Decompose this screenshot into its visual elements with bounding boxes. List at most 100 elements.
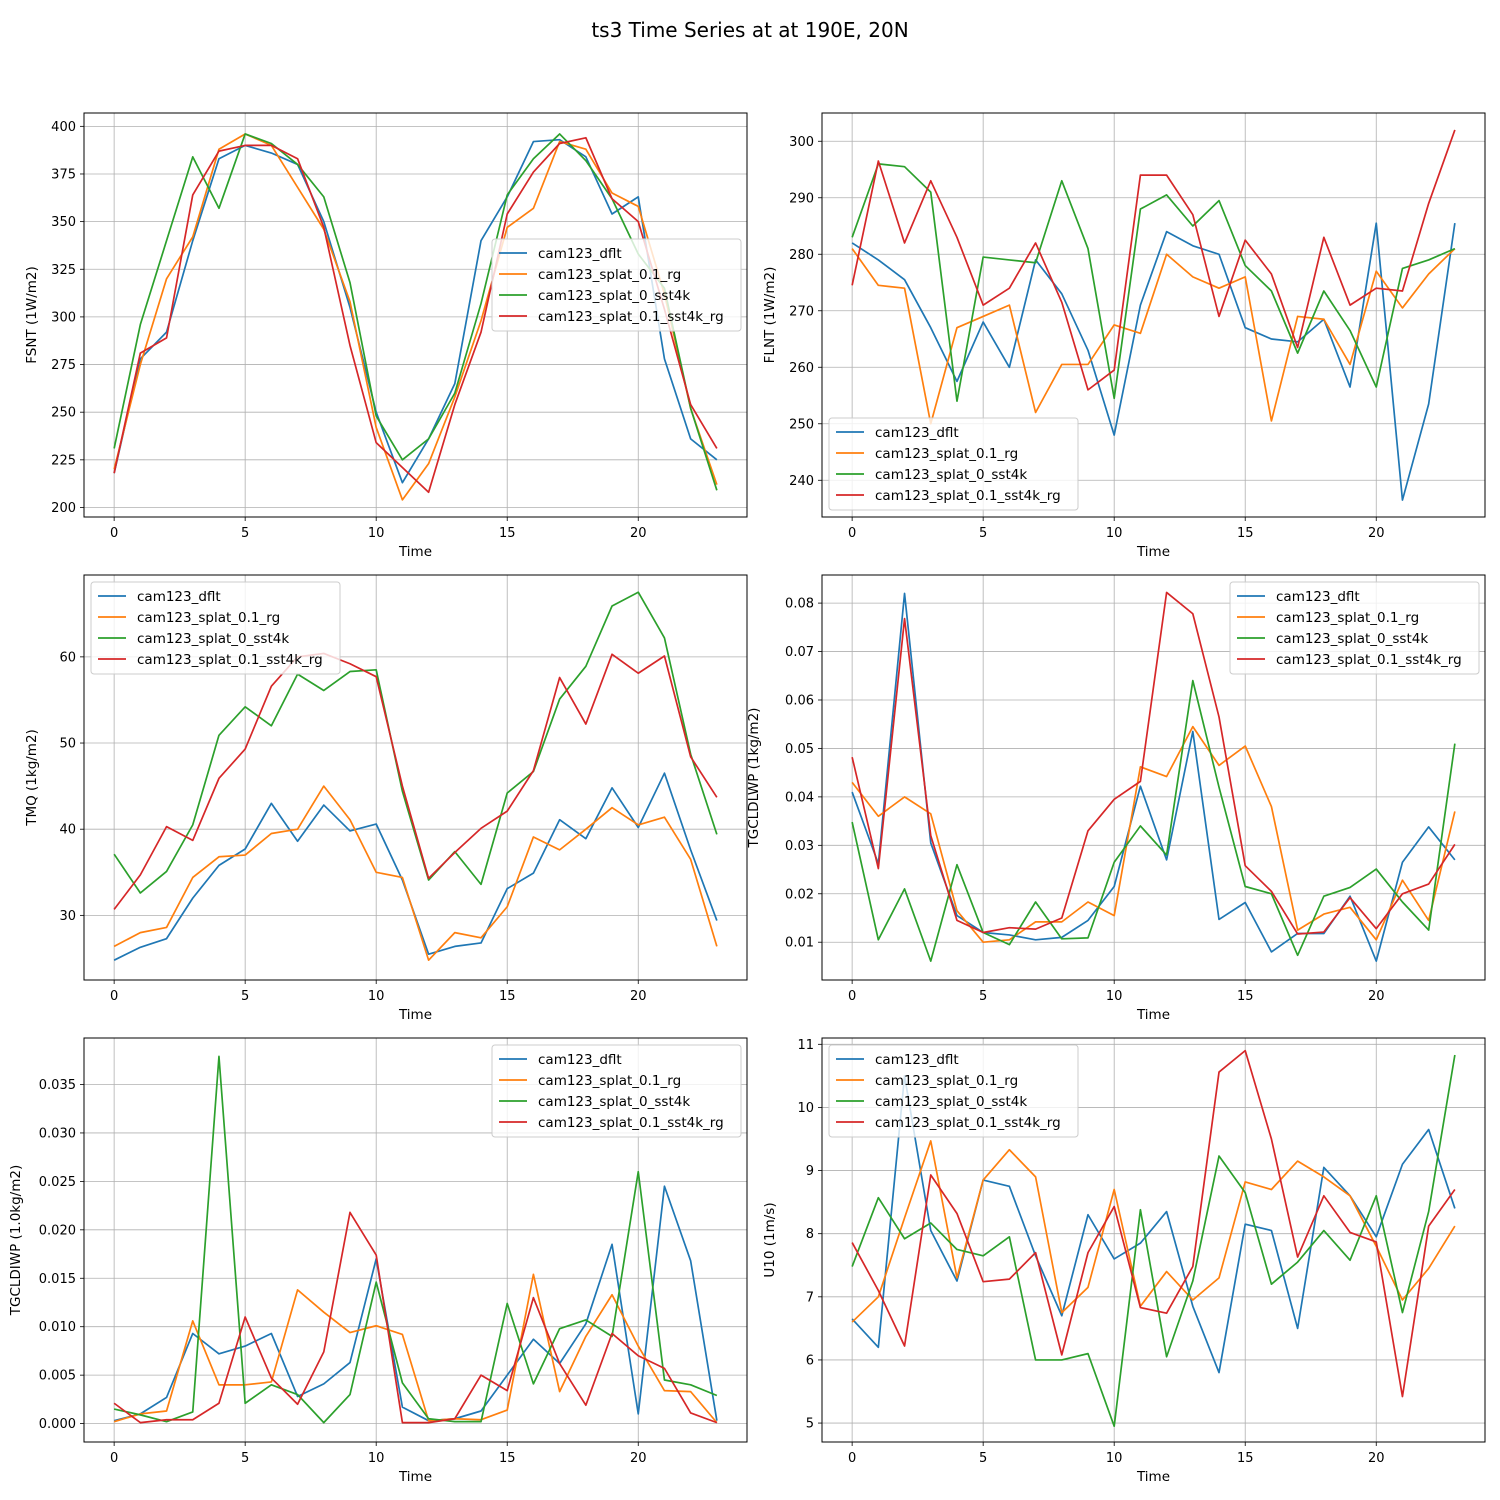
- legend: cam123_dflt cam123_splat_0.1_rg cam123_spl…: [828, 1044, 1079, 1138]
- y-tick-label: 0.035: [39, 1078, 76, 1093]
- x-tick-label: 20: [630, 526, 647, 541]
- x-axis-label: Time: [398, 544, 432, 560]
- legend-entry-label: cam123_splat_0_sst4k: [875, 1094, 1027, 1110]
- series-line-cam123_splat_0_sst4k: [851, 679, 1456, 962]
- x-tick-label: 20: [630, 989, 647, 1004]
- legend-entry-label: cam123_dflt: [1276, 589, 1360, 605]
- subplot-5: 0 5 10 15 20 0.000 0.005 0.010 0.015 0.020 0.025 0.…: [8, 1037, 748, 1485]
- y-tick-label: 350: [51, 215, 76, 230]
- legend-entry-label: cam123_splat_0.1_sst4k_rg: [538, 1115, 724, 1131]
- series-line-cam123_splat_0_sst4k: [851, 163, 1456, 403]
- y-tick-label: 0.08: [785, 597, 814, 612]
- legend-box: [90, 581, 341, 675]
- y-tick-label: 0.030: [39, 1126, 76, 1141]
- x-tick-label: 0: [110, 526, 118, 541]
- x-tick-label: 10: [368, 526, 385, 541]
- legend: cam123_dflt cam123_splat_0.1_rg cam123_spl…: [828, 417, 1079, 511]
- series-line-cam123_splat_0.1_sst4k_rg: [851, 591, 1456, 935]
- axes-frame: [821, 574, 1486, 981]
- x-tick-label: 0: [848, 989, 856, 1004]
- x-tick-label: 20: [1368, 1451, 1385, 1466]
- y-tick-label: 375: [51, 167, 76, 182]
- legend: cam123_dflt cam123_splat_0.1_rg cam123_spl…: [90, 581, 341, 675]
- legend-entry-label: cam123_dflt: [875, 425, 959, 441]
- series-line-cam123_splat_0.1_rg: [113, 133, 718, 501]
- subplot-6: 0 5 10 15 20 5 6 7 8 9 10 11 Time U10 (1m/s) cam123_df…: [762, 1037, 1486, 1485]
- y-axis-label: TMQ (1kg/m2): [24, 729, 40, 827]
- series-line-cam123_splat_0.1_sst4k_rg: [113, 652, 718, 910]
- y-tick-label: 0.025: [39, 1175, 76, 1190]
- x-tick-label: 15: [1237, 989, 1254, 1004]
- x-tick-label: 15: [1237, 1451, 1254, 1466]
- legend: cam123_dflt cam123_splat_0.1_rg cam123_spl…: [1229, 581, 1480, 675]
- x-tick-label: 15: [499, 1451, 516, 1466]
- axes-frame: [83, 112, 748, 518]
- x-tick-label: 15: [499, 989, 516, 1004]
- y-tick-label: 0.000: [39, 1417, 76, 1432]
- x-tick-label: 10: [368, 989, 385, 1004]
- y-tick-label: 9: [806, 1164, 814, 1179]
- y-tick-label: 0.01: [785, 936, 814, 951]
- y-tick-label: 0.02: [785, 887, 814, 902]
- axes-frame: [821, 112, 1486, 518]
- y-tick-label: 0.03: [785, 839, 814, 854]
- axes-frame: [821, 1037, 1486, 1443]
- y-axis-label: U10 (1m/s): [762, 1202, 778, 1277]
- y-axis-label: FSNT (1W/m2): [24, 266, 40, 364]
- x-axis-label: Time: [1136, 544, 1170, 560]
- y-tick-label: 0.020: [39, 1223, 76, 1238]
- series-line-cam123_splat_0_sst4k: [113, 1055, 718, 1424]
- series-line-cam123_splat_0_sst4k: [113, 133, 718, 491]
- y-tick-label: 290: [789, 191, 814, 206]
- y-tick-label: 0.015: [39, 1272, 76, 1287]
- y-tick-label: 11: [797, 1038, 814, 1053]
- legend-entry-label: cam123_splat_0_sst4k: [1276, 631, 1428, 647]
- y-tick-label: 8: [806, 1227, 814, 1242]
- y-tick-label: 50: [59, 737, 76, 752]
- x-tick-label: 5: [241, 989, 249, 1004]
- x-axis-label: Time: [1136, 1007, 1170, 1023]
- x-tick-label: 0: [110, 1451, 118, 1466]
- y-tick-label: 60: [59, 650, 76, 665]
- legend-entry-label: cam123_dflt: [538, 246, 622, 262]
- y-tick-label: 250: [51, 406, 76, 421]
- legend-entry-label: cam123_dflt: [875, 1052, 959, 1068]
- x-tick-label: 0: [848, 526, 856, 541]
- series-line-cam123_splat_0.1_rg: [851, 1140, 1456, 1323]
- legend-entry-label: cam123_splat_0_sst4k: [137, 631, 289, 647]
- y-tick-label: 0.010: [39, 1320, 76, 1335]
- legend-entry-label: cam123_splat_0.1_rg: [137, 610, 280, 626]
- y-tick-label: 325: [51, 263, 76, 278]
- subplot-3: 0 5 10 15 20 30 40 50 60 Time TMQ (1kg/m2) cam123_d…: [24, 574, 748, 1023]
- legend-box: [828, 417, 1079, 511]
- y-tick-label: 0.005: [39, 1369, 76, 1384]
- series-line-cam123_splat_0.1_rg: [851, 725, 1456, 944]
- axes-frame: [83, 1037, 748, 1443]
- legend-entry-label: cam123_splat_0.1_sst4k_rg: [1276, 652, 1462, 668]
- series-line-cam123_dflt: [113, 138, 718, 484]
- x-tick-label: 5: [241, 526, 249, 541]
- legend-entry-label: cam123_splat_0_sst4k: [875, 467, 1027, 483]
- legend-entry-label: cam123_splat_0_sst4k: [538, 288, 690, 304]
- legend: cam123_dflt cam123_splat_0.1_rg cam123_spl…: [491, 238, 742, 332]
- series-line-cam123_splat_0.1_sst4k_rg: [113, 136, 718, 494]
- y-tick-label: 0.05: [785, 742, 814, 757]
- y-tick-label: 40: [59, 823, 76, 838]
- x-tick-label: 0: [848, 1451, 856, 1466]
- subplot-1: 0 5 10 15 20 200 225 250 275 300 325 350 375 400 Time F…: [24, 112, 748, 560]
- legend-entry-label: cam123_dflt: [137, 589, 221, 605]
- y-tick-label: 0.04: [785, 790, 814, 805]
- legend-entry-label: cam123_splat_0.1_rg: [875, 446, 1018, 462]
- x-tick-label: 10: [1106, 1451, 1123, 1466]
- y-tick-label: 280: [789, 248, 814, 263]
- y-tick-label: 7: [806, 1290, 814, 1305]
- y-tick-label: 270: [789, 304, 814, 319]
- legend-box: [491, 238, 742, 332]
- x-tick-label: 15: [1237, 526, 1254, 541]
- x-axis-label: Time: [1136, 1469, 1170, 1485]
- legend-entry-label: cam123_splat_0_sst4k: [538, 1094, 690, 1110]
- x-tick-label: 5: [979, 989, 987, 1004]
- legend-entry-label: cam123_splat_0.1_sst4k_rg: [875, 1115, 1061, 1131]
